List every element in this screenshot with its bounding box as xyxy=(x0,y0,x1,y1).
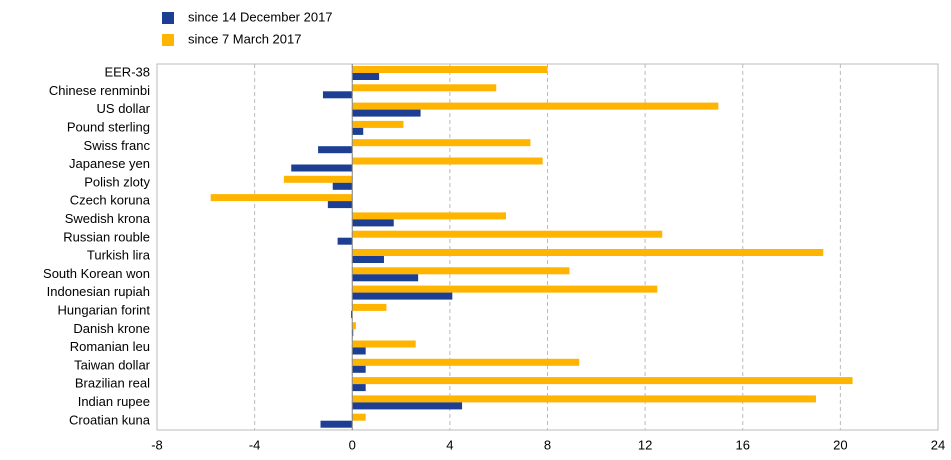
bar xyxy=(352,303,387,311)
bar xyxy=(352,139,531,147)
bar xyxy=(352,340,416,348)
legend-swatch xyxy=(162,12,174,24)
plot-border xyxy=(156,63,939,431)
y-tick-label: Romanian leu xyxy=(70,339,150,354)
bar xyxy=(352,413,366,421)
y-tick-label: Swedish krona xyxy=(65,211,151,226)
x-tick-label: 24 xyxy=(931,437,945,452)
bar xyxy=(352,230,663,238)
legend-label: since 14 December 2017 xyxy=(188,9,333,24)
x-tick-label: 0 xyxy=(349,437,356,452)
bar xyxy=(352,127,364,135)
x-tick-label: -8 xyxy=(151,437,163,452)
bar xyxy=(283,175,353,183)
x-tick-label: 8 xyxy=(544,437,551,452)
y-tick-label: Danish krone xyxy=(73,321,150,336)
bar xyxy=(352,73,380,80)
bar xyxy=(352,84,497,92)
bar xyxy=(320,420,353,428)
y-tick-label: Indonesian rupiah xyxy=(47,284,150,299)
y-tick-label: Polish zloty xyxy=(84,174,150,189)
y-tick-label: Japanese yen xyxy=(69,156,150,171)
y-tick-label: Russian rouble xyxy=(63,229,150,244)
x-tick-label: -4 xyxy=(249,437,261,452)
x-tick-label: 4 xyxy=(446,437,453,452)
bar xyxy=(210,194,353,202)
bar xyxy=(352,249,824,256)
bar xyxy=(352,402,463,410)
y-tick-label: Chinese renminbi xyxy=(49,83,150,98)
y-tick-label: Indian rupee xyxy=(78,394,150,409)
bar xyxy=(352,157,543,165)
bar xyxy=(352,347,366,355)
bar xyxy=(322,91,353,99)
bar xyxy=(352,120,404,128)
x-tick-label: 20 xyxy=(833,437,847,452)
bar xyxy=(337,237,353,245)
bar xyxy=(352,358,580,366)
bar xyxy=(352,267,570,275)
bar xyxy=(318,146,353,154)
y-tick-label: Swiss franc xyxy=(84,138,151,153)
y-tick-label: US dollar xyxy=(97,101,151,116)
y-tick-label: Turkish lira xyxy=(87,248,151,263)
x-tick-label: 12 xyxy=(638,437,652,452)
y-tick-label: Taiwan dollar xyxy=(74,357,151,372)
y-tick-label: Hungarian forint xyxy=(58,302,151,317)
legend-label: since 7 March 2017 xyxy=(188,31,301,46)
y-tick-label: Czech koruna xyxy=(70,193,151,208)
x-tick-label: 16 xyxy=(736,437,750,452)
bar xyxy=(352,274,419,282)
y-tick-label: Brazilian real xyxy=(75,376,150,391)
bar xyxy=(291,164,353,172)
bar xyxy=(352,256,384,263)
bar xyxy=(352,102,719,110)
y-tick-label: Croatian kuna xyxy=(69,412,151,427)
bar xyxy=(327,201,353,209)
bar xyxy=(352,384,366,392)
bar xyxy=(352,377,853,385)
bar xyxy=(352,395,816,403)
bar xyxy=(352,219,394,227)
bar xyxy=(352,292,453,300)
bar xyxy=(352,212,507,220)
bar xyxy=(352,285,658,293)
bar xyxy=(352,365,366,373)
y-tick-label: Pound sterling xyxy=(67,119,150,134)
bar xyxy=(352,66,548,73)
y-tick-label: EER-38 xyxy=(104,65,150,80)
bar xyxy=(332,182,353,190)
bar xyxy=(351,310,353,318)
bar xyxy=(352,322,356,330)
bar xyxy=(352,109,421,117)
legend-swatch xyxy=(162,34,174,46)
y-tick-label: South Korean won xyxy=(43,266,150,281)
